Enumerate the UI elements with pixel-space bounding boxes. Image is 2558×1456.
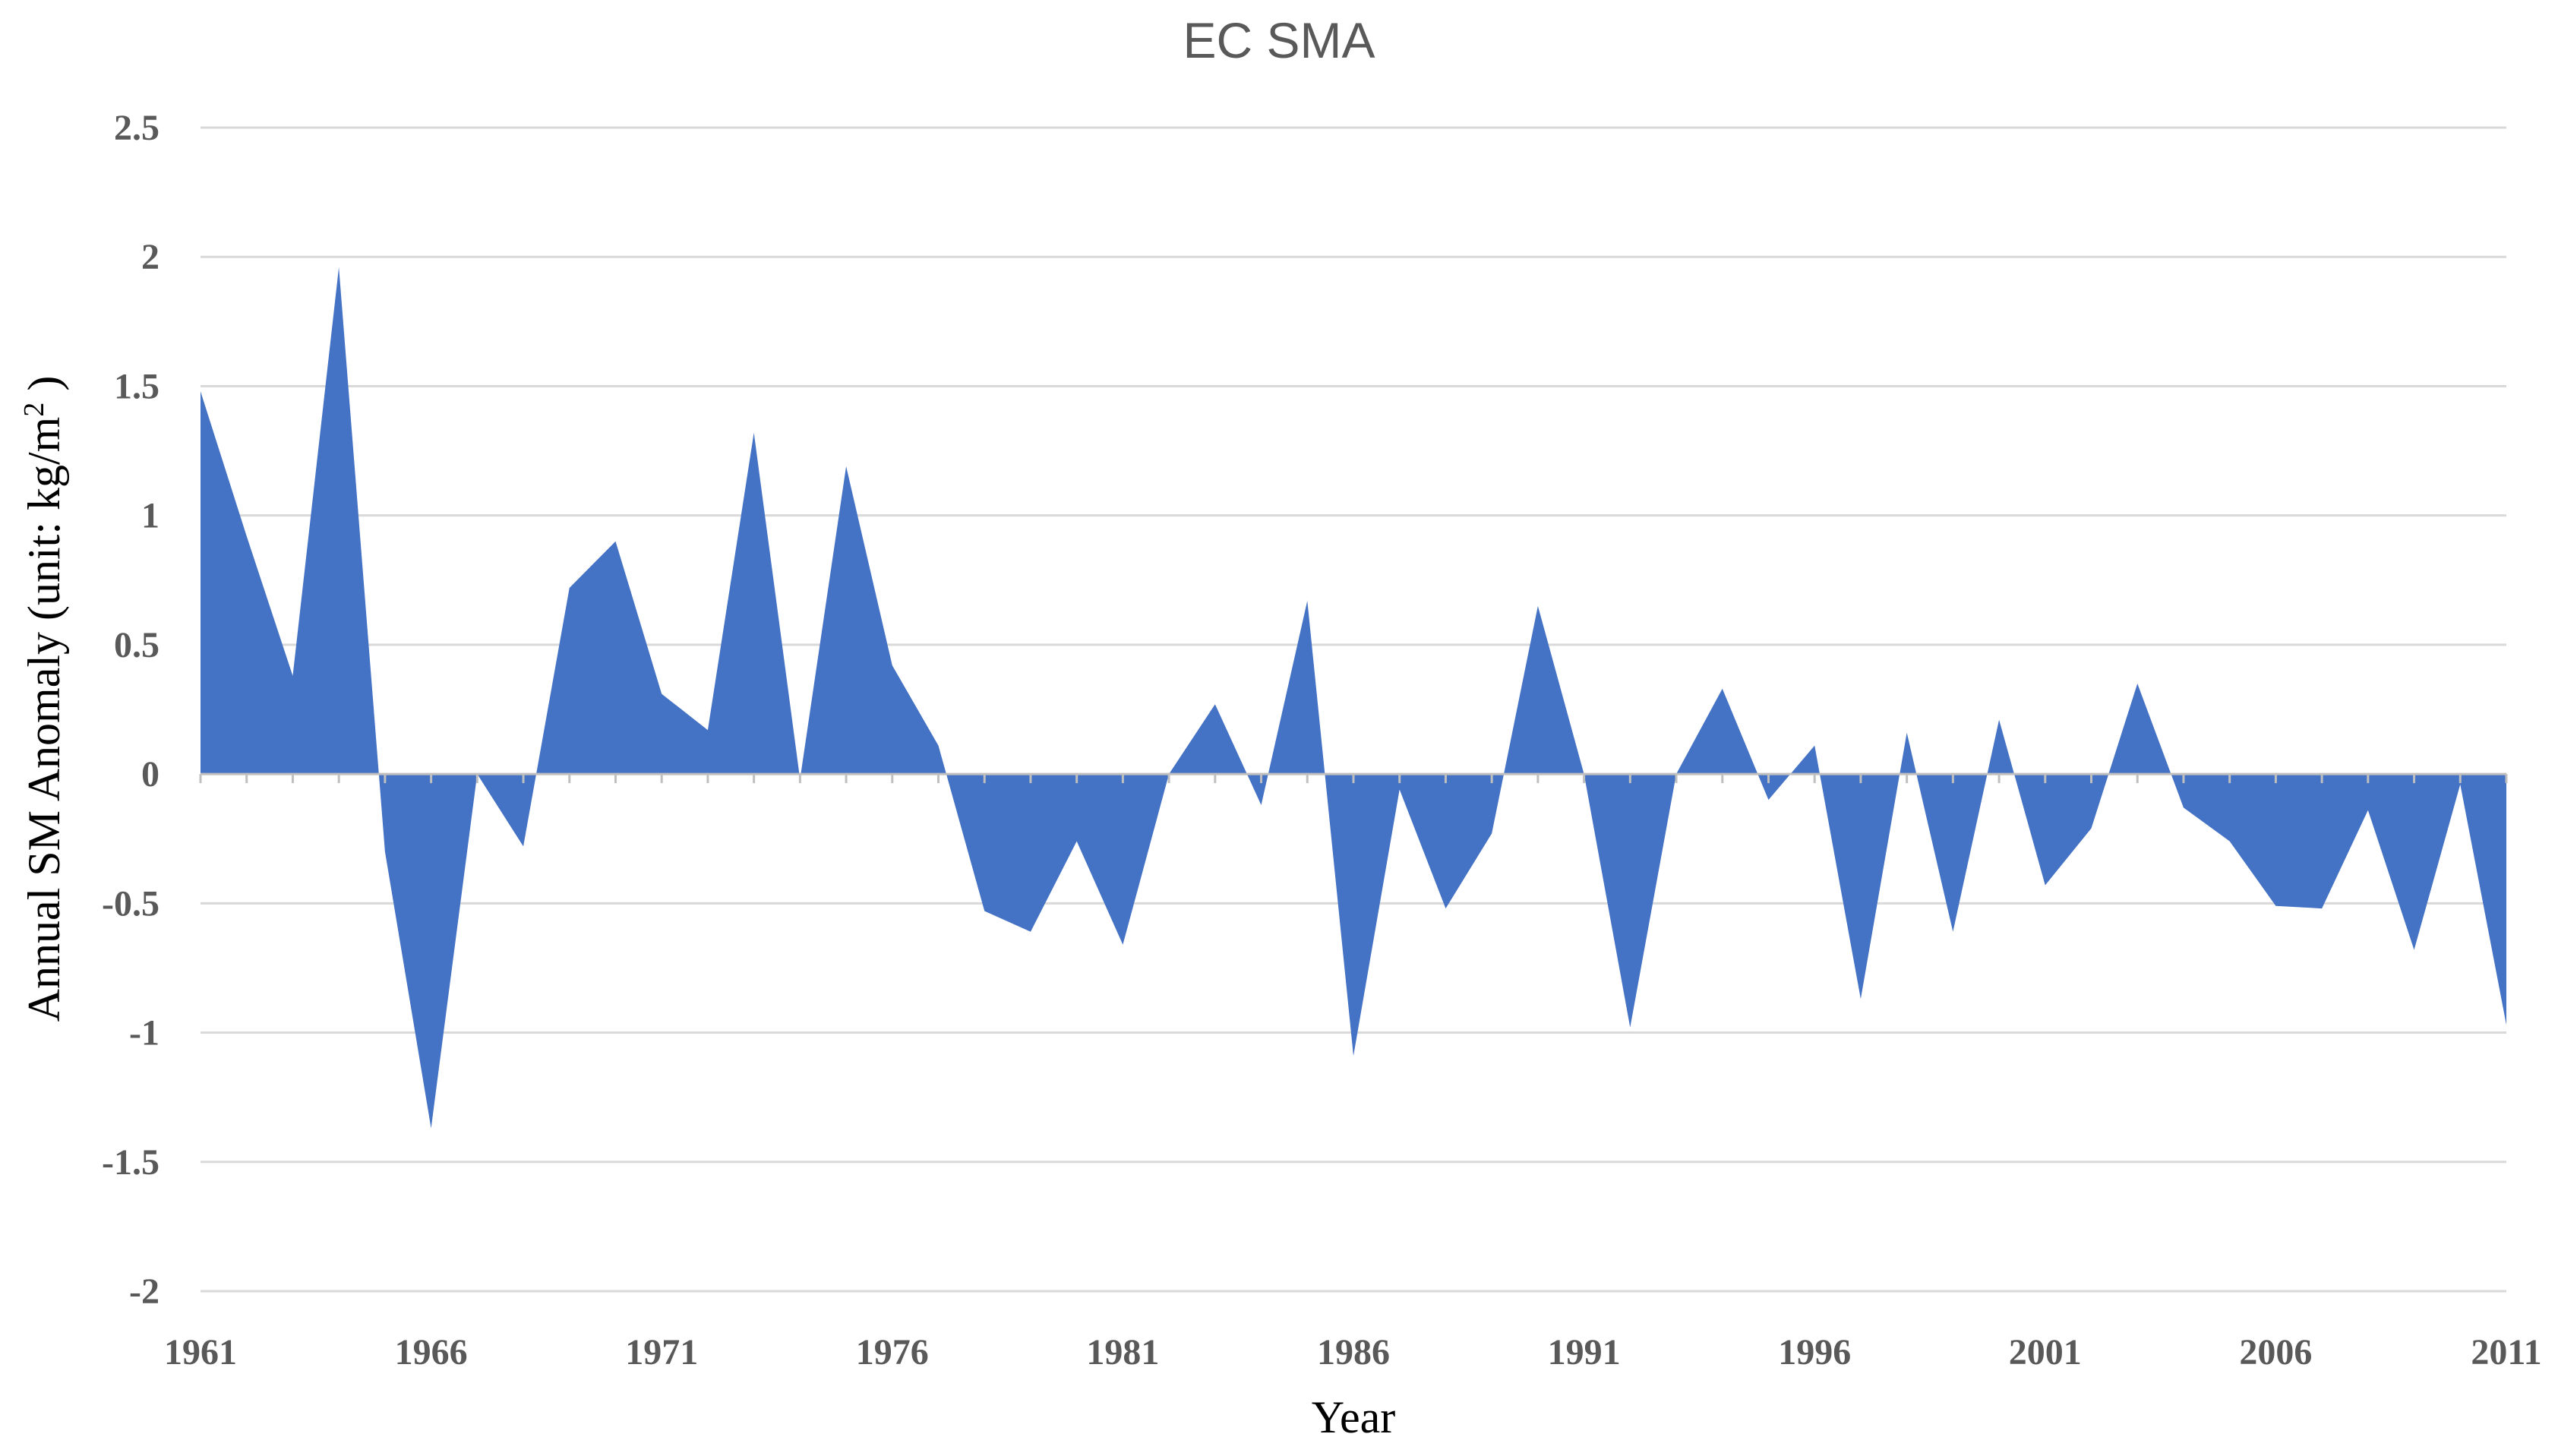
chart-title: EC SMA [1183,12,1375,68]
y-axis-label-main: Annual SM Anomaly (unit: kg/m [19,417,69,1022]
y-axis-label: Annual SM Anomaly (unit: kg/m2 ) [18,376,69,1022]
y-tick-label: -1 [129,1013,159,1053]
y-tick-label: 1.5 [114,366,159,406]
x-tick-label: 1981 [1086,1332,1159,1372]
y-tick-label: 2.5 [114,108,159,148]
x-tick-label: 1986 [1317,1332,1390,1372]
y-tick-label: 0.5 [114,625,159,665]
y-axis-label-superscript: 2 [18,403,50,417]
x-tick-label: 1976 [856,1332,929,1372]
y-axis-label-suffix: ) [19,376,69,403]
y-tick-label: 1 [141,496,159,536]
x-tick-label: 1996 [1778,1332,1851,1372]
area-fill-sm-anomaly [201,267,2506,1129]
y-tick-label: 2 [141,237,159,277]
x-tick-label: 2011 [2471,1332,2541,1372]
x-tick-label: 2006 [2239,1332,2312,1372]
y-tick-label: -2 [129,1271,159,1312]
y-tick-label: -1.5 [102,1142,159,1183]
y-tick-label: 0 [141,754,159,794]
y-tick-label: -0.5 [102,883,159,924]
y-tick-labels: -2 -1.5 -1 -0.5 0 0.5 1 1.5 2 2.5 [102,108,159,1312]
x-axis-label: Year [1312,1392,1396,1442]
x-tick-label: 1971 [625,1332,698,1372]
area-series [201,267,2506,1129]
x-tick-label: 2001 [2009,1332,2082,1372]
gridlines [201,126,2506,1293]
x-tick-label: 1966 [395,1332,468,1372]
x-tick-label: 1991 [1548,1332,1621,1372]
x-tick-labels: 1961 1966 1971 1976 1981 1986 1991 1996 2001 2006… [164,1332,2542,1372]
axes [199,772,2508,784]
x-tick-label: 1961 [164,1332,237,1372]
